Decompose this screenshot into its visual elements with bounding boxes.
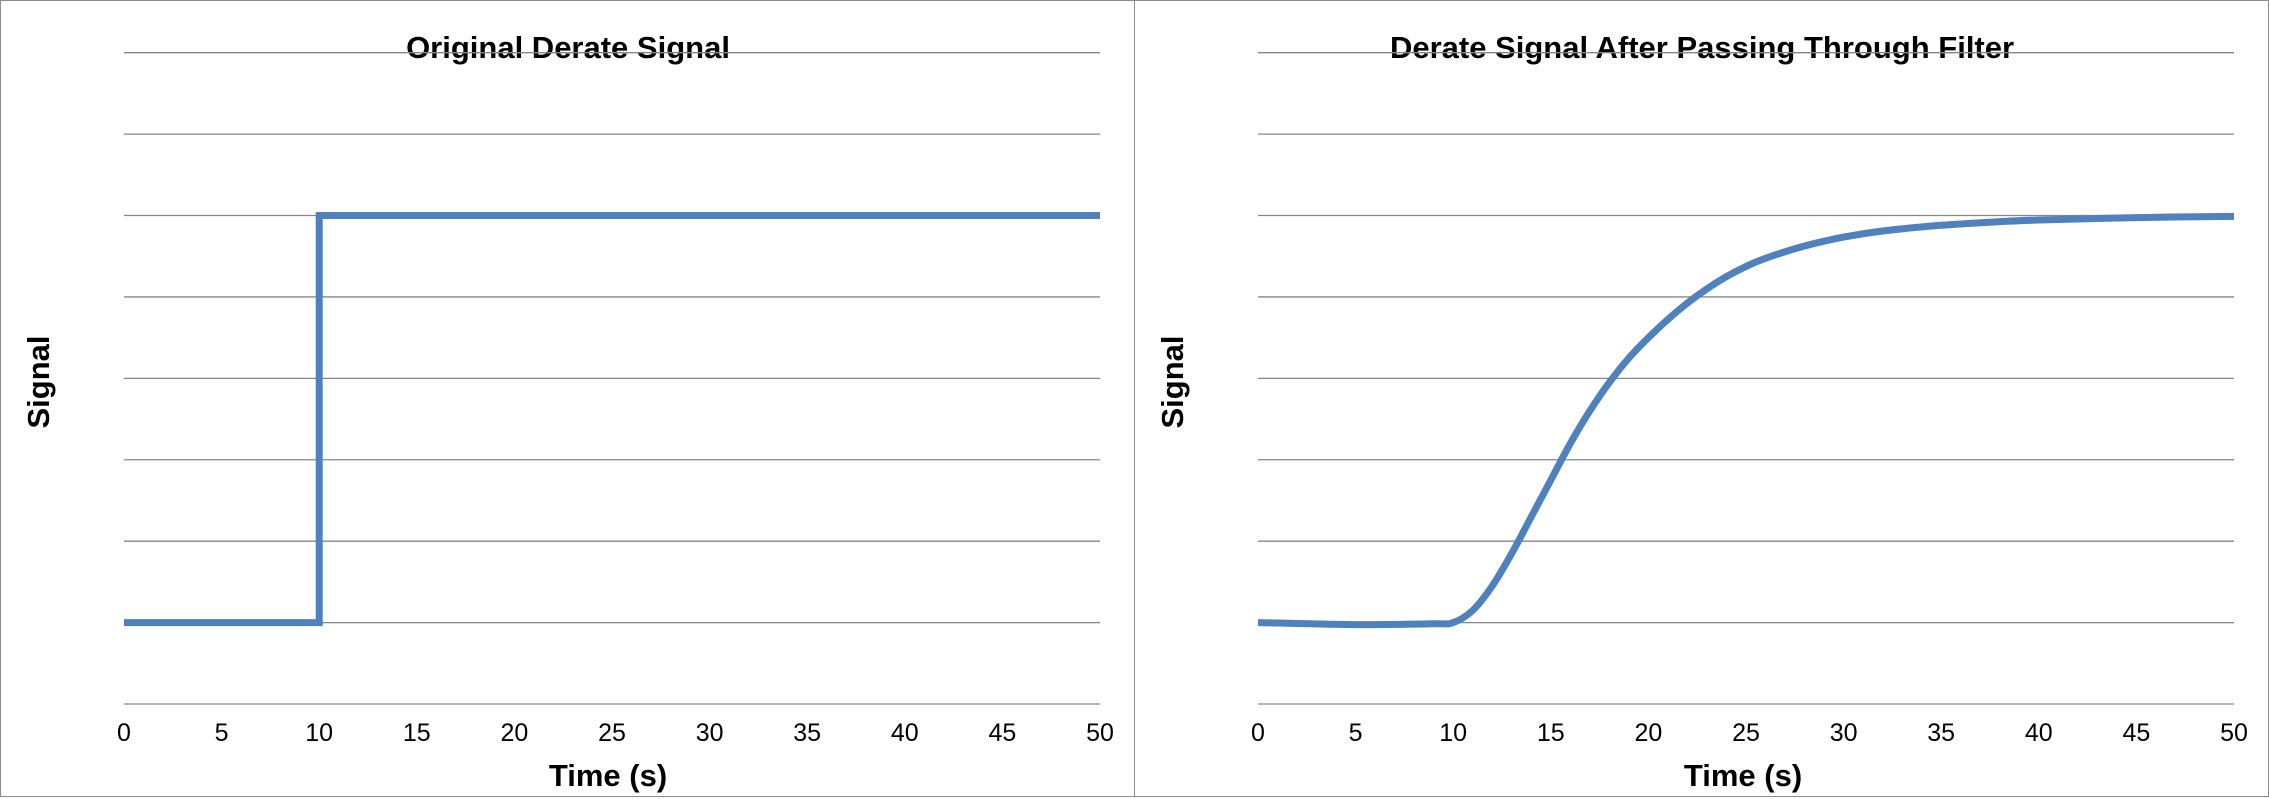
- x-tick-label-30: 30: [1830, 719, 1858, 747]
- x-tick-label-10: 10: [305, 719, 333, 747]
- x-tick-label-5: 5: [1349, 719, 1363, 747]
- chart-title: Derate Signal After Passing Through Filt…: [1390, 30, 2014, 65]
- x-tick-label-15: 15: [403, 719, 431, 747]
- x-tick-label-50: 50: [2220, 719, 2248, 747]
- series-line-0: [124, 212, 1100, 627]
- series-layer: [1257, 212, 2235, 629]
- x-tick-label-30: 30: [696, 719, 724, 747]
- x-axis-title: Time (s): [1684, 758, 1802, 793]
- y-axis-title: Signal: [21, 335, 56, 428]
- x-axis-title: Time (s): [549, 758, 667, 793]
- x-tick-label-35: 35: [1927, 719, 1955, 747]
- chart-panel-filtered: Derate Signal After Passing Through Filt…: [1134, 0, 2269, 797]
- x-tick-label-50: 50: [1086, 719, 1114, 747]
- x-tick-label-25: 25: [1732, 719, 1760, 747]
- x-tick-label-25: 25: [598, 719, 626, 747]
- gridlines: [124, 52, 1100, 705]
- chart-original-derate-signal: Original Derate Signal Signal Time (s) 0…: [21, 30, 1114, 793]
- x-tick-label-40: 40: [891, 719, 919, 747]
- x-tick-label-40: 40: [2025, 719, 2053, 747]
- x-tick-labels: 0 5 10 15 20 25 30 35 40 45 50: [1251, 719, 2248, 747]
- x-tick-label-45: 45: [2122, 719, 2150, 747]
- x-tick-label-0: 0: [1251, 719, 1265, 747]
- x-tick-label-10: 10: [1439, 719, 1467, 747]
- x-tick-labels: 0 5 10 15 20 25 30 35 40 45 50: [117, 719, 1114, 747]
- series-line-0: [1257, 212, 2235, 629]
- x-tick-label-20: 20: [500, 719, 528, 747]
- x-tick-label-0: 0: [117, 719, 131, 747]
- x-tick-label-45: 45: [988, 719, 1016, 747]
- x-tick-label-15: 15: [1537, 719, 1565, 747]
- series-layer: [124, 212, 1100, 627]
- chart-derate-signal-filtered: Derate Signal After Passing Through Filt…: [1155, 30, 2248, 793]
- x-tick-label-5: 5: [215, 719, 229, 747]
- chart-panel-original: Original Derate Signal Signal Time (s) 0…: [0, 0, 1135, 797]
- y-axis-title: Signal: [1155, 335, 1190, 428]
- chart-title: Original Derate Signal: [406, 30, 730, 65]
- gridlines: [1258, 52, 2234, 705]
- x-tick-label-35: 35: [793, 719, 821, 747]
- x-tick-label-20: 20: [1634, 719, 1662, 747]
